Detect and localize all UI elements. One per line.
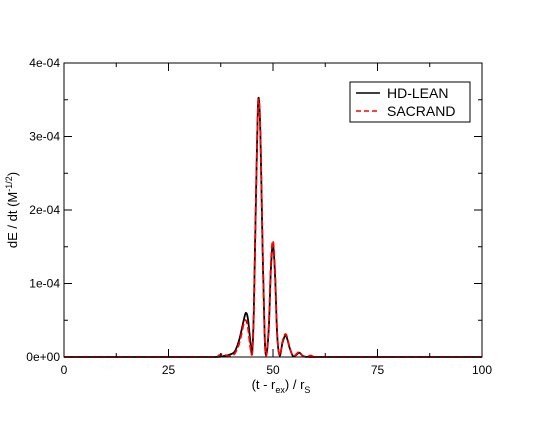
- series-line-sacrand: [64, 98, 482, 358]
- x-tick-label: 75: [371, 363, 385, 377]
- y-tick-label: 1e-04: [29, 277, 60, 291]
- x-tick-label: 50: [266, 363, 280, 377]
- y-tick-label: 0e+00: [26, 350, 60, 364]
- x-tick-label: 25: [162, 363, 176, 377]
- x-tick-label: 100: [472, 363, 492, 377]
- x-axis-title-mid: ) / r: [285, 377, 305, 392]
- x-axis-title-main: (t - r: [252, 377, 276, 392]
- x-tick-label: 0: [61, 363, 68, 377]
- legend-label-hd-lean: HD-LEAN: [387, 85, 448, 101]
- x-axis: 0 25 50 75 100: [61, 63, 492, 377]
- x-axis-title-sub-s: S: [304, 385, 310, 395]
- y-axis-title-end: ): [5, 172, 20, 176]
- y-axis-title-main: dE / dt (M: [5, 192, 20, 248]
- y-tick-label: 2e-04: [29, 203, 60, 217]
- y-axis: 0e+00 1e-04 2e-04 3e-04 4e-04: [26, 56, 482, 364]
- y-axis-title-sup: -1/2: [4, 176, 14, 192]
- series-layer: [64, 96, 482, 358]
- legend-label-sacrand: SACRAND: [387, 103, 455, 119]
- y-axis-title: dE / dt (M-1/2): [4, 172, 20, 248]
- legend-box: [349, 81, 471, 123]
- legend: HD-LEAN SACRAND: [349, 81, 471, 123]
- y-tick-label: 3e-04: [29, 130, 60, 144]
- series-line-hd-lean: [64, 96, 482, 358]
- x-axis-title: (t - rex) / rS: [252, 377, 311, 395]
- y-tick-label: 4e-04: [29, 56, 60, 70]
- x-axis-title-sub-ex: ex: [275, 385, 285, 395]
